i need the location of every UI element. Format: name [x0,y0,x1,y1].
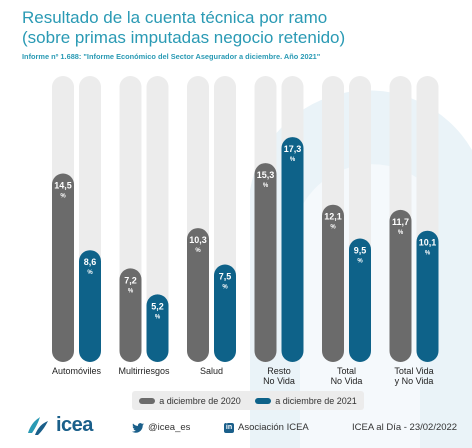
legend-label-2021: a diciembre de 2021 [275,395,357,406]
data-label-unit: % [357,259,363,265]
legend-swatch-2020 [139,397,156,404]
icea-logo-mark-icon [28,416,48,435]
data-label-unit: % [290,157,296,163]
bar-2020 [187,228,209,362]
bar-track [146,76,169,362]
data-label: 8,6 [84,257,97,267]
icea-logo-text: icea [56,414,93,436]
category-label: Salud [200,366,223,376]
twitter-handle: @icea_es [148,422,191,433]
data-label-unit: % [398,230,404,236]
twitter-icon [132,422,144,433]
footer: icea @icea_es in Asociación ICEA ICEA al… [0,414,472,440]
bar-2021 [214,264,236,362]
bar-2021 [416,230,439,362]
linkedin-name: Asociación ICEA [238,422,309,433]
category-label: y No Vida [395,376,434,386]
linkedin-icon: in [224,422,234,433]
footer-date: ICEA al Día - 23/02/2022 [352,422,458,433]
data-label: 14,5 [54,181,72,191]
category-label: No Vida [263,376,295,386]
category-label: No Vida [331,376,363,386]
data-label-unit: % [222,285,228,291]
bar-2020 [254,163,277,362]
data-label-unit: % [425,251,431,257]
chart-title-line-1: Resultado de la cuenta técnica por ramo [22,8,328,27]
data-label: 7,5 [219,272,232,282]
twitter-link[interactable]: @icea_es [132,422,190,433]
bar-2021 [281,137,304,362]
bar-2020 [52,173,74,362]
chart-subtitle: Informe nº 1.688: "Informe Económico del… [22,52,321,61]
data-label: 15,3 [257,170,275,180]
bar-2021 [349,238,371,362]
data-label-unit: % [330,225,336,231]
icea-logo[interactable]: icea [26,414,93,437]
data-label-unit: % [155,314,161,320]
data-label: 12,1 [324,212,342,222]
chart-title: Resultado de la cuenta técnica por ramo … [22,8,462,48]
legend-label-2020: a diciembre de 2020 [159,395,241,406]
category-label: Total Vida [394,366,433,376]
legend-swatch-2021 [255,397,272,404]
chart-title-line-2: (sobre primas imputadas negocio retenido… [22,28,346,47]
data-label: 5,2 [151,301,164,311]
data-label-unit: % [87,270,93,276]
bar-2020 [389,209,412,362]
data-label-unit: % [128,288,134,294]
category-label: Total [337,366,356,376]
bar-2020 [119,268,142,362]
data-label: 10,3 [189,235,207,245]
bar-2020 [322,204,344,362]
data-label-unit: % [195,248,201,254]
category-label: Automóviles [52,366,102,376]
legend-item-2021: a diciembre de 2021 [255,396,357,406]
data-label-unit: % [263,183,269,189]
legend-item-2020: a diciembre de 2020 [139,396,241,406]
data-label: 7,2 [124,275,137,285]
data-label: 9,5 [354,246,367,256]
data-label: 10,1 [419,238,437,248]
data-label-unit: % [60,194,66,200]
bar-2021 [79,250,101,362]
data-label: 17,3 [284,144,302,154]
data-label: 11,7 [392,217,409,227]
category-label: Multirriesgos [118,366,170,376]
linkedin-link[interactable]: in Asociación ICEA [224,422,309,433]
category-label: Resto [267,366,291,376]
legend: a diciembre de 2020 a diciembre de 2021 [132,391,364,410]
bar-2021 [146,294,169,362]
